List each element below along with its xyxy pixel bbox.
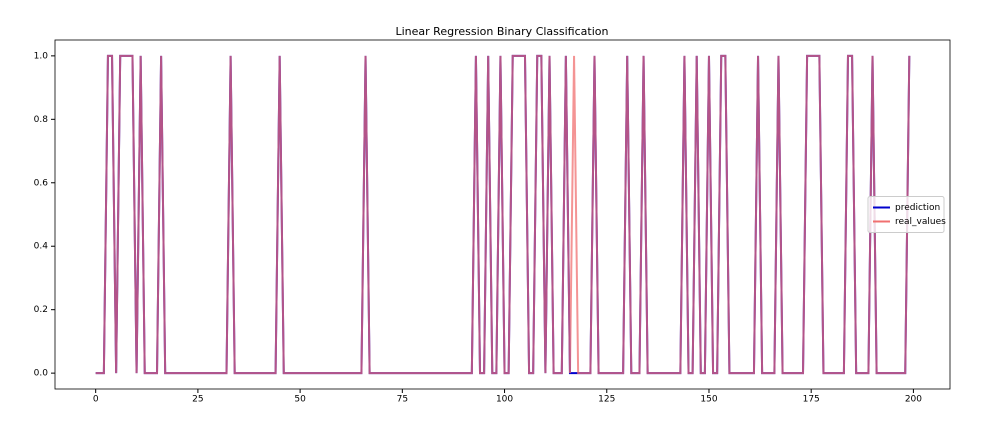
x-tick-label: 175 — [803, 395, 820, 405]
y-tick-label: 0.4 — [34, 242, 49, 252]
chart-title: Linear Regression Binary Classification — [396, 25, 609, 38]
x-tick-label: 200 — [905, 395, 922, 405]
legend-label: prediction — [895, 203, 940, 213]
x-tick-label: 125 — [598, 395, 615, 405]
x-tick-label: 75 — [397, 395, 408, 405]
line-series — [95, 54, 911, 375]
y-tick-label: 0.8 — [34, 115, 49, 125]
x-tick-label: 150 — [700, 395, 717, 405]
plot-frame — [54, 39, 951, 390]
legend-box — [867, 196, 945, 233]
x-tick-label: 0 — [93, 395, 99, 405]
y-tick-label: 1.0 — [34, 51, 49, 61]
x-tick-label: 25 — [192, 395, 203, 405]
y-tick-label: 0.0 — [34, 369, 49, 379]
y-tick-label: 0.6 — [34, 178, 49, 188]
x-tick-label: 50 — [294, 395, 306, 405]
y-tick-label: 0.2 — [34, 305, 48, 315]
legend-label: real_values — [895, 217, 946, 227]
x-tick-label: 100 — [496, 395, 513, 405]
